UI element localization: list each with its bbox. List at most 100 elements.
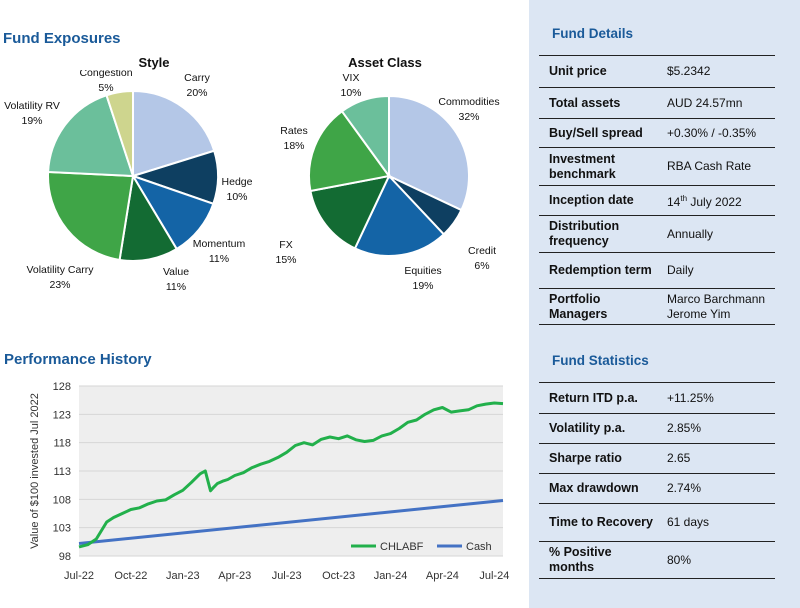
style-label-hedge: Hedge: [222, 176, 253, 188]
asset-value-equities: 19%: [412, 280, 433, 292]
style-slice-congestion: [105, 89, 134, 177]
detail-key: Inception date: [539, 185, 657, 216]
stat-key: Time to Recovery: [539, 503, 657, 542]
stat-key: Sharpe ratio: [539, 443, 657, 474]
style-label-value: Value: [163, 266, 189, 278]
stat-value: 2.65: [657, 443, 775, 474]
fund-statistics-table: Return ITD p.a. +11.25% Volatility p.a. 2.…: [539, 382, 775, 579]
x-tick-label: Jul-22: [64, 570, 94, 582]
style-label-momentum: Momentum: [193, 238, 246, 250]
x-tick-label: Apr-23: [218, 570, 251, 582]
table-row: Investment benchmark RBA Cash Rate: [539, 147, 775, 186]
x-tick-label: Oct-22: [114, 570, 147, 582]
table-row: Volatility p.a. 2.85%: [539, 413, 775, 444]
stat-value: 2.74%: [657, 473, 775, 504]
legend-label-cash: Cash: [466, 541, 492, 553]
detail-key: Distribution frequency: [539, 215, 657, 253]
x-tick-label: Jul-23: [272, 570, 302, 582]
series-line-cash: [78, 499, 504, 545]
detail-key: Redemption term: [539, 252, 657, 289]
fund-details-table: Unit price $5.2342 Total assets AUD 24.57m…: [539, 55, 775, 325]
stat-value: 61 days: [657, 503, 775, 542]
table-row: % Positive months 80%: [539, 541, 775, 579]
detail-value: Daily: [657, 252, 775, 289]
manager-name: Marco Barchmann: [667, 291, 766, 306]
y-tick-label: 108: [53, 494, 71, 506]
y-tick-label: 103: [53, 523, 71, 535]
style-pie-chart: Carry 20% Hedge 10% Momentum 11% Value 1…: [4, 70, 253, 293]
style-value-value: 11%: [166, 281, 186, 293]
fund-exposures-heading: Fund Exposures: [3, 30, 121, 47]
detail-value: Marco Barchmann Jerome Yim: [657, 288, 775, 325]
x-tick-label: Jan-23: [166, 570, 200, 582]
performance-line-chart: 98 103 108 113 118 123 128 Jul-22 Oct-22 Jan-23 A…: [29, 381, 509, 582]
y-tick-label: 113: [53, 466, 71, 478]
y-tick-label: 128: [53, 381, 71, 393]
style-value-momentum: 11%: [209, 253, 229, 265]
table-row: Total assets AUD 24.57mn: [539, 87, 775, 119]
detail-key: Buy/Sell spread: [539, 118, 657, 148]
asset-label-credit: Credit: [468, 245, 496, 257]
stat-value: +11.25%: [657, 382, 775, 414]
asset-value-credit: 6%: [474, 260, 489, 272]
table-row: Distribution frequency Annually: [539, 215, 775, 253]
detail-key: Portfolio Managers: [539, 288, 657, 325]
style-value-congestion: 5%: [98, 82, 113, 94]
style-slice-volatility-rv: [47, 93, 135, 178]
style-slice-carry: [132, 89, 216, 178]
detail-value: 14th July 2022: [657, 185, 775, 216]
asset-slice-fx: [309, 174, 391, 250]
style-label-volatility-carry: Volatility Carry: [26, 264, 94, 276]
table-row: Max drawdown 2.74%: [539, 473, 775, 504]
y-axis-label: Value of $100 invested Jul 2022: [29, 393, 41, 549]
detail-value: +0.30% / -0.35%: [657, 118, 775, 148]
asset-class-pie-title: Asset Class: [348, 55, 422, 70]
style-label-volatility-rv: Volatility RV: [4, 100, 60, 112]
inception-day: 14: [667, 195, 681, 209]
manager-name: Jerome Yim: [667, 306, 731, 321]
detail-key: Total assets: [539, 87, 657, 119]
asset-label-fx: FX: [279, 239, 292, 251]
series-line-chlabf: [78, 401, 504, 549]
asset-value-fx: 15%: [275, 254, 296, 266]
asset-slice-rates: [308, 109, 391, 193]
legend-label-chlabf: CHLABF: [380, 541, 424, 553]
asset-label-equities: Equities: [404, 265, 441, 277]
detail-value: Annually: [657, 215, 775, 253]
stat-value: 80%: [657, 541, 775, 579]
fund-statistics-heading: Fund Statistics: [552, 353, 649, 368]
detail-value: $5.2342: [657, 55, 775, 88]
asset-slice-vix: [340, 94, 390, 180]
asset-class-pie-chart: Commodities 32% Credit 6% Equities 19% F…: [275, 72, 499, 292]
table-row: Portfolio Managers Marco Barchmann Jerome …: [539, 288, 775, 325]
style-label-congestion: Congestion: [79, 70, 132, 79]
table-row: Inception date 14th July 2022: [539, 185, 775, 216]
x-tick-label: Jul-24: [479, 570, 509, 582]
style-pie-title: Style: [138, 55, 170, 70]
asset-value-vix: 10%: [340, 87, 361, 99]
asset-value-commodities: 32%: [458, 111, 479, 123]
style-value-carry: 20%: [186, 87, 207, 99]
y-tick-label: 118: [53, 438, 71, 450]
stat-key: Volatility p.a.: [539, 413, 657, 444]
detail-key: Unit price: [539, 55, 657, 88]
asset-slice-commodities: [388, 94, 470, 212]
table-row: Sharpe ratio 2.65: [539, 443, 775, 474]
asset-value-rates: 18%: [283, 140, 304, 152]
table-row: Redemption term Daily: [539, 252, 775, 289]
inception-month-year: July 2022: [687, 195, 742, 209]
x-tick-label: Apr-24: [426, 570, 459, 582]
style-value-volatility-carry: 23%: [49, 279, 70, 291]
stat-key: Return ITD p.a.: [539, 382, 657, 414]
asset-label-rates: Rates: [280, 125, 307, 137]
stat-key: Max drawdown: [539, 473, 657, 504]
asset-label-commodities: Commodities: [438, 96, 499, 108]
inception-day-suffix: th: [680, 194, 688, 203]
table-row: Unit price $5.2342: [539, 55, 775, 88]
asset-label-vix: VIX: [343, 72, 360, 84]
detail-value: RBA Cash Rate: [657, 147, 775, 186]
asset-slice-equities: [353, 174, 446, 257]
table-row: Buy/Sell spread +0.30% / -0.35%: [539, 118, 775, 148]
x-tick-label: Oct-23: [322, 570, 355, 582]
style-slice-volatility-carry: [47, 170, 135, 262]
